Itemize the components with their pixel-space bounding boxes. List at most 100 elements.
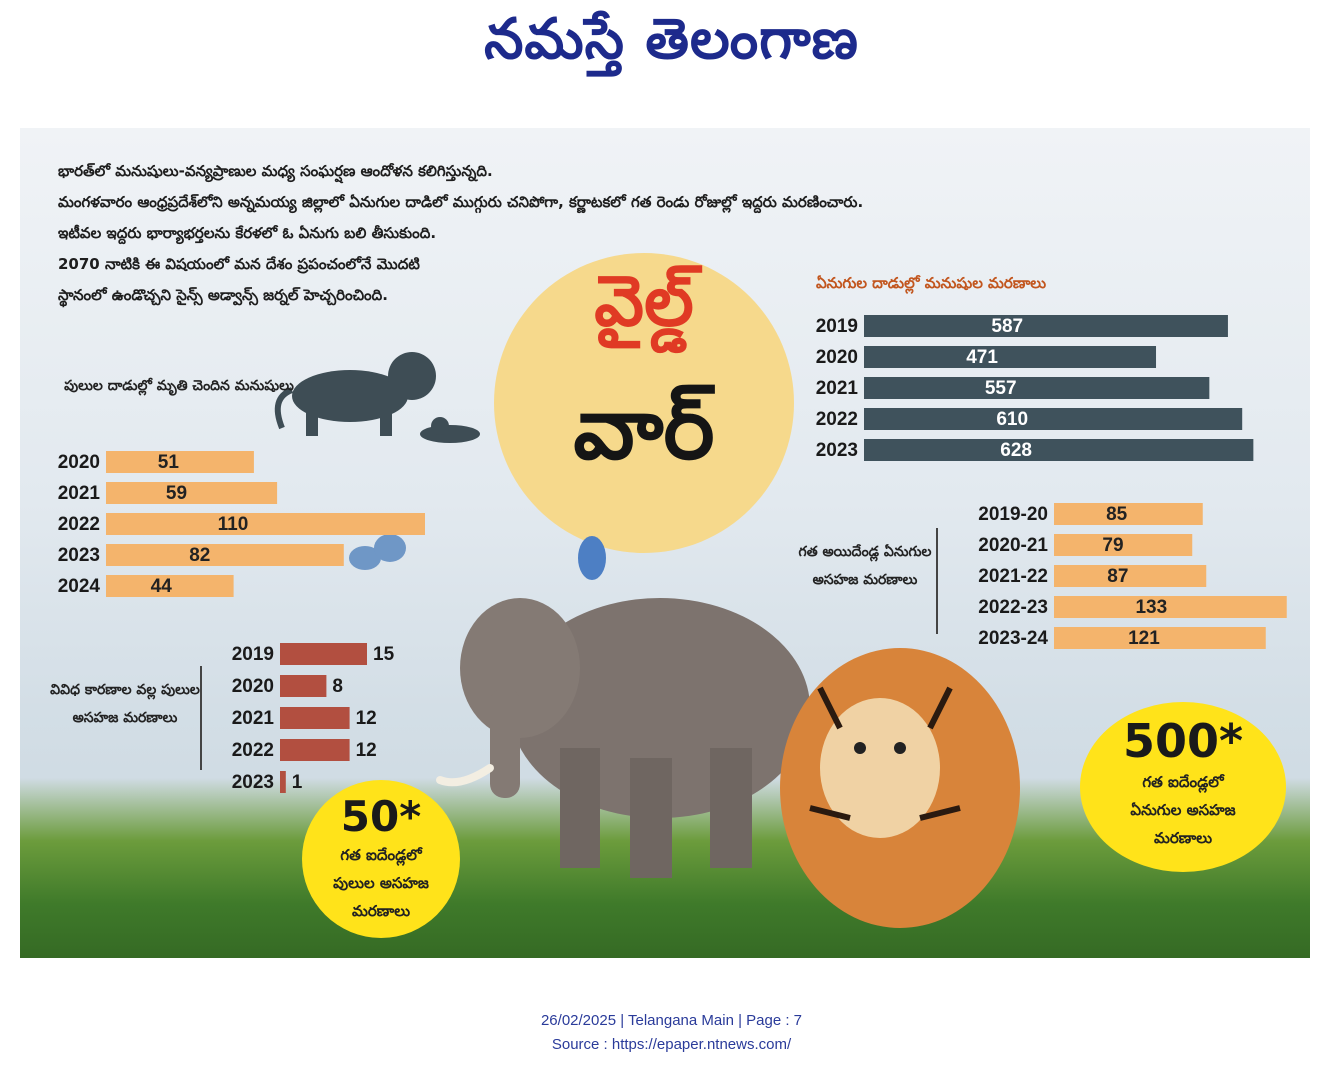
data-label: 79 xyxy=(1102,535,1123,556)
bar xyxy=(1054,503,1203,525)
elephant-callout-line: మరణాలు xyxy=(1153,829,1213,847)
elephant-callout-line: గత ఐదేండ్లలో xyxy=(1142,773,1224,791)
bar xyxy=(106,513,425,535)
data-label: 59 xyxy=(166,483,187,504)
elephant-callout-value: 500* xyxy=(1122,714,1244,768)
data-label: 15 xyxy=(373,644,395,665)
headline-circle xyxy=(494,253,794,553)
chart-tiger-unnatural-deaths: 2019 15 2020 8 2021 12 2022 12 2023 1 xyxy=(232,643,395,793)
tick-label: 2022-23 xyxy=(978,597,1048,618)
tick-label: 2021 xyxy=(816,378,859,399)
chart1-title-text: పులుల దాడుల్లో మృతి చెందిన మనుషులు xyxy=(64,378,294,394)
chart-tiger-attack-deaths: 2020 51 2021 59 2022 110 2023 82 2024 44 xyxy=(58,451,425,597)
intro-line: ఇటీవల ఇద్దరు భార్యాభర్తలను కేరళలో ఓ ఏనుగ… xyxy=(58,224,437,242)
data-label: 8 xyxy=(332,676,343,697)
bar xyxy=(280,675,327,697)
chart2-title-text: వివిధ కారణాల వల్ల పులుల అసహజ మరణాలు xyxy=(50,682,200,726)
butterfly-icon xyxy=(349,534,406,570)
intro-text: భారత్‌లో మనుషులు-వన్యప్రాణుల మధ్య సంఘర్ష… xyxy=(58,156,1078,311)
chart3-title: ఏనుగుల దాడుల్లో మనుషుల మరణాలు xyxy=(816,274,1047,292)
intro-line: స్థానంలో ఉండొచ్చని సైన్స్ అడ్వాన్స్ జర్న… xyxy=(58,286,388,304)
chart-elephant-unnatural-deaths: 2019-20 85 2020-21 79 2021-22 87 2022-23 133 202… xyxy=(978,503,1287,649)
tick-label: 2020 xyxy=(816,347,858,368)
chart-elephant-attack-deaths: 2019 587 2020 471 2021 557 2022 610 2023 628 xyxy=(816,315,1254,461)
bar xyxy=(864,377,1210,399)
bar xyxy=(280,643,367,665)
elephant-callout-line: ఏనుగుల అసహజ xyxy=(1130,801,1236,819)
tick-label: 2024 xyxy=(58,576,101,597)
chart1-title: పులుల దాడుల్లో మృతి చెందిన మనుషులు xyxy=(64,372,294,400)
bar xyxy=(106,544,344,566)
intro-line: భారత్‌లో మనుషులు-వన్యప్రాణుల మధ్య సంఘర్ష… xyxy=(58,162,493,180)
data-label: 557 xyxy=(985,378,1017,399)
bar xyxy=(280,739,350,761)
chart4-brace xyxy=(936,528,938,634)
bar xyxy=(280,707,350,729)
tiger-callout-line: పులుల అసహజ xyxy=(333,874,429,892)
tick-label: 2022 xyxy=(58,514,100,535)
data-label: 12 xyxy=(356,708,377,729)
bar xyxy=(1054,565,1207,587)
data-label: 587 xyxy=(991,316,1023,337)
data-label: 51 xyxy=(158,452,180,473)
data-label: 628 xyxy=(1000,440,1032,461)
data-label: 44 xyxy=(151,576,173,597)
bar xyxy=(106,575,234,597)
tiger-illustration-icon xyxy=(780,648,1020,928)
tick-label: 2023 xyxy=(232,772,274,793)
tick-label: 2021 xyxy=(232,708,275,729)
data-label: 12 xyxy=(356,740,377,761)
bar xyxy=(864,315,1228,337)
tiger-callout: 50* గత ఐదేండ్లలో పులుల అసహజ మరణాలు xyxy=(302,780,460,938)
footer-line1: 26/02/2025 | Telangana Main | Page : 7 xyxy=(540,1012,803,1029)
tiger-callout-line: మరణాలు xyxy=(351,902,411,920)
infographic-panel: భారత్‌లో మనుషులు-వన్యప్రాణుల మధ్య సంఘర్ష… xyxy=(20,128,1310,958)
lion-silhouette-icon xyxy=(274,352,480,443)
tick-label: 2022 xyxy=(232,740,274,761)
bar xyxy=(1054,596,1287,618)
data-label: 82 xyxy=(189,545,210,566)
intro-line: 2070 నాటికి ఈ విషయంలో మన దేశం ప్రపంచంలోన… xyxy=(58,255,420,273)
data-label: 471 xyxy=(966,347,998,368)
elephant-illustration-icon xyxy=(436,536,810,878)
data-label: 133 xyxy=(1135,597,1167,618)
tick-label: 2021-22 xyxy=(978,566,1048,587)
tick-label: 2022 xyxy=(816,409,858,430)
tick-label: 2023 xyxy=(816,440,858,461)
tiger-callout-line: గత ఐదేండ్లలో xyxy=(340,846,422,864)
headline-line2: వార్ xyxy=(573,378,715,479)
tick-label: 2020-21 xyxy=(978,535,1048,556)
masthead: నమస్తే తెలంగాణ xyxy=(484,6,859,72)
tick-label: 2020 xyxy=(232,676,274,697)
illustrations xyxy=(274,352,1020,928)
chart2-title: వివిధ కారణాల వల్ల పులుల అసహజ మరణాలు xyxy=(50,676,200,732)
elephant-callout: 500* గత ఐదేండ్లలో ఏనుగుల అసహజ మరణాలు xyxy=(1080,702,1286,872)
bar xyxy=(280,771,286,793)
bar xyxy=(864,346,1157,368)
tick-label: 2021 xyxy=(58,483,101,504)
intro-line: మంగళవారం ఆంధ్రప్రదేశ్‌లోని అన్నమయ్య జిల్… xyxy=(58,193,864,211)
footer-source: Source : https://epaper.ntnews.com/ xyxy=(551,1036,792,1053)
bar xyxy=(106,482,278,504)
chart4-title-text: గత అయిదేండ్ల ఏనుగుల అసహజ మరణాలు xyxy=(798,544,932,588)
data-label: 1 xyxy=(292,772,303,793)
bar xyxy=(1054,627,1266,649)
tick-label: 2023-24 xyxy=(978,628,1048,649)
bar xyxy=(106,451,254,473)
data-label: 121 xyxy=(1128,628,1160,649)
bar xyxy=(1054,534,1193,556)
tick-label: 2019 xyxy=(232,644,274,665)
tick-label: 2023 xyxy=(58,545,100,566)
data-label: 87 xyxy=(1107,566,1128,587)
tick-label: 2020 xyxy=(58,452,100,473)
data-label: 85 xyxy=(1106,504,1128,525)
headline-line1: వైల్డ్ xyxy=(594,259,694,342)
bar xyxy=(864,439,1254,461)
chart4-title: గత అయిదేండ్ల ఏనుగుల అసహజ మరణాలు xyxy=(790,538,940,594)
data-label: 110 xyxy=(218,514,249,535)
tick-label: 2019 xyxy=(816,316,858,337)
tick-label: 2019-20 xyxy=(978,504,1048,525)
data-label: 610 xyxy=(996,409,1028,430)
chart2-brace xyxy=(200,666,202,770)
tiger-callout-value: 50* xyxy=(340,792,422,841)
